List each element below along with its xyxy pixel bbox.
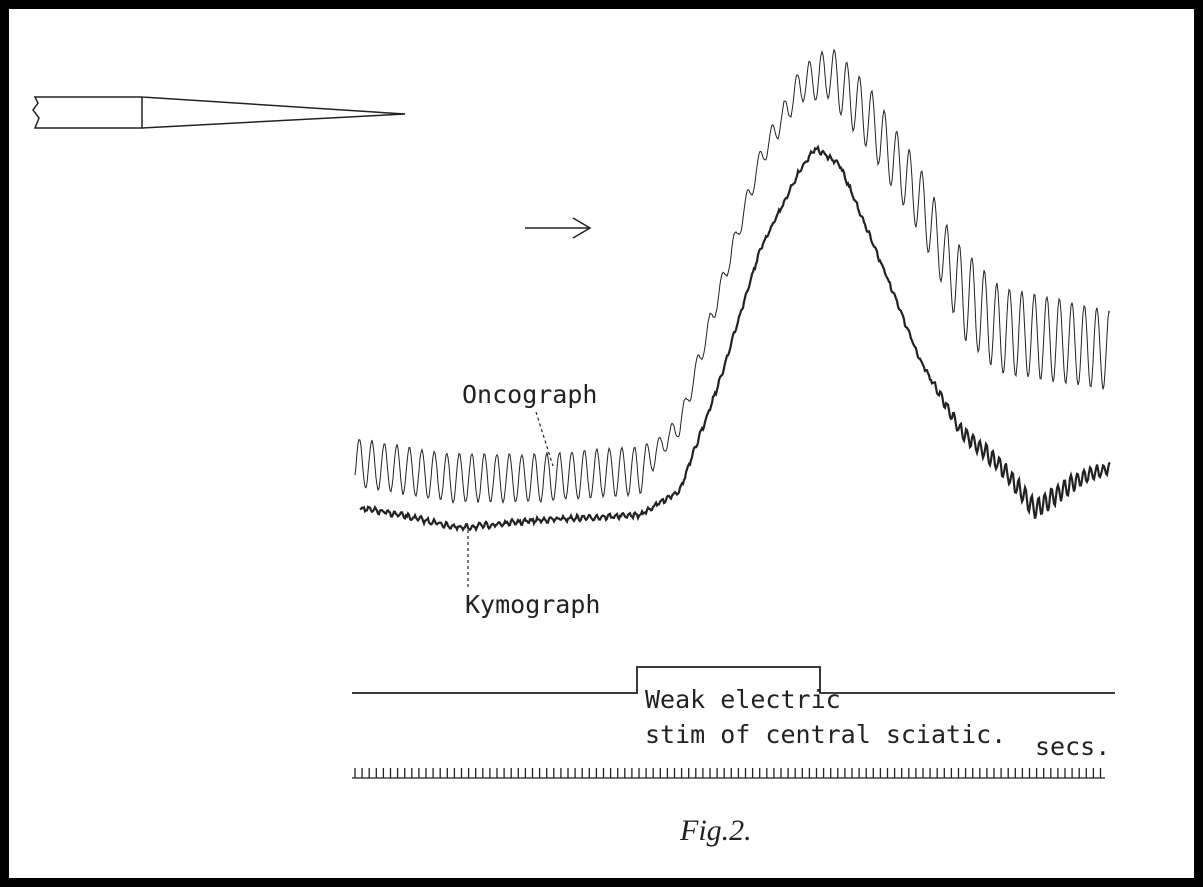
time-label: secs. [1035,732,1110,761]
kymograph-label: Kymograph [465,590,600,619]
caption: Fig.2. [679,814,752,847]
arrow [525,217,592,239]
paper [9,9,1194,878]
oncograph-label: Oncograph [462,380,597,409]
oncograph-trace [354,48,1111,505]
stimulus-label: Weak electric [645,685,841,714]
kymograph-trace [359,144,1111,533]
time-ticks [352,768,1105,779]
stimulus-label: stim of central sciatic. [645,720,1006,749]
traces [354,48,1111,533]
pointer [32,96,406,129]
signal-line [352,666,1115,694]
time-marker [352,768,1105,779]
